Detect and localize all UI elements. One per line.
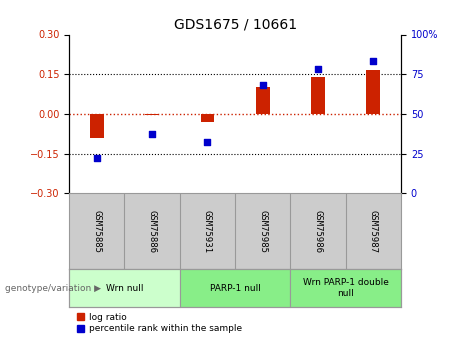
Text: Wrn PARP-1 double
null: Wrn PARP-1 double null <box>303 278 389 298</box>
Text: GSM75886: GSM75886 <box>148 210 157 253</box>
Point <box>314 67 322 72</box>
Text: GSM75985: GSM75985 <box>258 210 267 253</box>
Point <box>93 156 100 161</box>
Title: GDS1675 / 10661: GDS1675 / 10661 <box>173 18 297 32</box>
Text: GSM75885: GSM75885 <box>92 210 101 253</box>
Bar <box>180 269 290 307</box>
Bar <box>256 87 270 114</box>
Text: GSM75986: GSM75986 <box>313 210 323 253</box>
Bar <box>311 77 325 114</box>
Bar <box>290 269 401 307</box>
Point <box>148 132 156 137</box>
Point <box>370 59 377 64</box>
Legend: log ratio, percentile rank within the sample: log ratio, percentile rank within the sa… <box>74 309 246 337</box>
Text: GSM75987: GSM75987 <box>369 210 378 253</box>
Text: GSM75931: GSM75931 <box>203 210 212 253</box>
Point <box>259 82 266 88</box>
Bar <box>366 70 380 114</box>
Point <box>204 140 211 145</box>
Text: PARP-1 null: PARP-1 null <box>210 284 260 293</box>
Text: genotype/variation ▶: genotype/variation ▶ <box>5 284 100 293</box>
Bar <box>145 114 159 115</box>
Bar <box>90 114 104 138</box>
Bar <box>69 269 180 307</box>
Text: Wrn null: Wrn null <box>106 284 143 293</box>
Bar <box>201 114 214 122</box>
